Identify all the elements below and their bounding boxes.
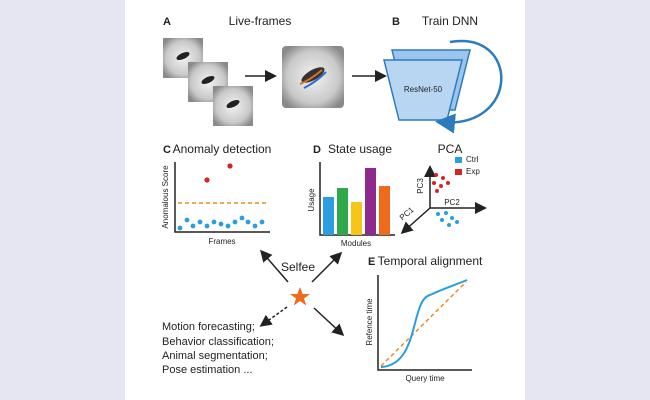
arrow [260,249,289,283]
title: Anomaly detection [173,142,272,156]
network-label: ResNet-50 [404,85,443,94]
pca-axes [400,165,487,234]
letter: A [163,16,171,28]
letter: E [368,256,375,268]
star [290,287,310,306]
list-item: Animal segmentation; [162,350,268,362]
title: Live-frames [229,14,292,28]
axes [174,162,270,233]
list-item: Behavior classification; [162,336,274,348]
letter: C [163,144,171,156]
network [383,39,503,134]
x-label: Frames [208,237,235,246]
live-frame [282,46,344,108]
legend-label: Exp [466,167,480,176]
axis-label: PC2 [444,198,460,207]
x-label: Query time [405,374,445,383]
ctrl-dots [436,211,459,227]
y-label: Usage [307,188,316,212]
title: Train DNN [422,14,478,28]
bars [323,168,390,235]
diagonal [380,281,467,367]
frames [163,38,253,126]
letter: D [313,144,321,156]
title: PCA [438,142,463,156]
x-label: Modules [341,239,371,248]
title: Temporal alignment [378,254,483,268]
arrow [311,251,343,283]
list-item: Motion forecasting; [162,321,255,333]
arrow [259,306,288,327]
center-label: Selfee [281,260,315,274]
alignment-curve [380,279,468,368]
title: State usage [328,142,392,156]
axes [377,275,472,371]
legend-label: Ctrl [466,155,479,164]
y-label: Refence time [365,298,374,346]
legend-swatch [455,157,462,163]
arrow [313,307,345,337]
list-item: Pose estimation ... [162,364,253,376]
axis-label: PC3 [416,178,425,194]
legend-swatch [455,169,462,175]
letter: B [392,16,400,28]
normal-dots [177,215,265,231]
anomaly-dots [204,163,233,183]
exp-dots [432,173,450,193]
y-label: Anomalous Score [161,165,170,229]
